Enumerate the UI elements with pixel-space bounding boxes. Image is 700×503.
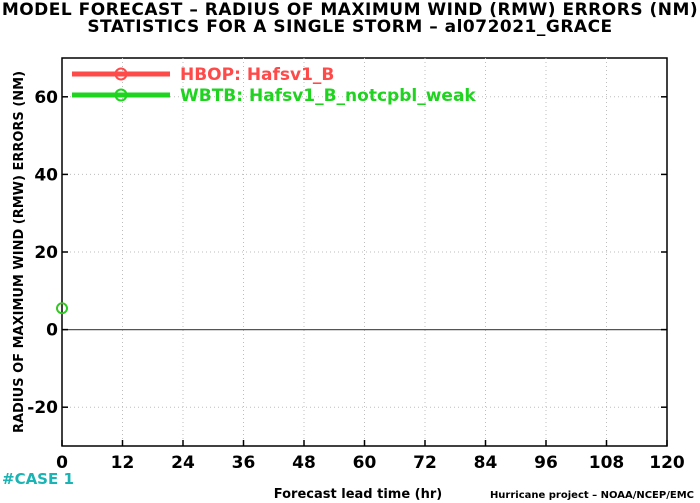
grid [62, 58, 667, 446]
legend-label: HBOP: Hafsv1_B [180, 65, 334, 85]
x-tick-label: 24 [171, 453, 195, 473]
x-tick-label: 84 [474, 453, 498, 473]
chart-title: MODEL FORECAST – RADIUS OF MAXIMUM WIND … [1, 0, 699, 20]
y-tick-label: -20 [27, 398, 58, 418]
x-tick-label: 0 [56, 453, 68, 473]
x-axis-label: Forecast lead time (hr) [274, 487, 442, 502]
x-tick-label: 96 [534, 453, 558, 473]
credit-label: Hurricane project – NOAA/NCEP/EMC [489, 490, 694, 501]
y-tick-label: 40 [34, 165, 58, 185]
case-count-label: #CASE 1 [2, 470, 74, 488]
x-tick-label: 36 [232, 453, 256, 473]
axis-ticks: 0 12 24 36 48 60 72 84 96 108 120 -20 0 20 40 60 [27, 88, 685, 473]
y-tick-label: 60 [34, 88, 58, 108]
x-tick-label: 60 [353, 453, 377, 473]
legend-swatch-marker [114, 67, 128, 81]
x-tick-label: 48 [292, 453, 316, 473]
chart-subtitle: STATISTICS FOR A SINGLE STORM – al072021… [87, 17, 613, 37]
y-tick-label: 0 [46, 321, 58, 341]
x-tick-label: 108 [589, 453, 625, 473]
series-layer [56, 302, 68, 315]
legend-swatch-marker [114, 88, 128, 102]
x-tick-label: 12 [111, 453, 135, 473]
x-tick-label: 120 [649, 453, 685, 473]
data-point [56, 302, 68, 315]
legend-label: WBTB: Hafsv1_B_notcpbl_weak [180, 86, 476, 106]
y-tick-label: 20 [34, 243, 58, 263]
y-axis-label: RADIUS OF MAXIMUM WIND (RMW) ERRORS (NM) [12, 71, 27, 433]
x-tick-label: 72 [413, 453, 437, 473]
series-2 [56, 302, 68, 315]
plot-frame [61, 57, 668, 447]
